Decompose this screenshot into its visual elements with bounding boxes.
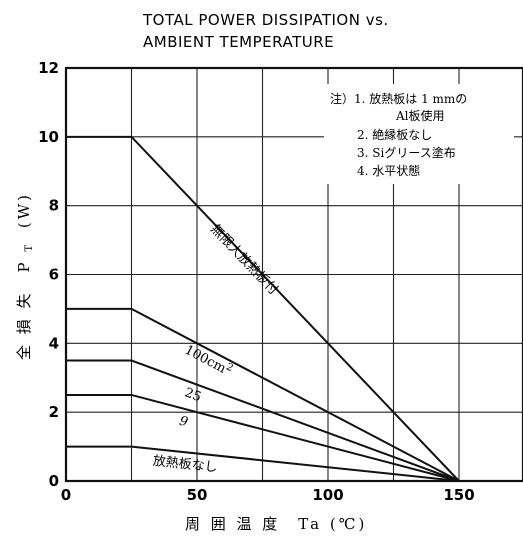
notes-background xyxy=(324,84,514,184)
tick-labels: 0 2 4 6 8 10 12 0 50 100 150 xyxy=(38,59,475,504)
note-line-4: 3. Siグリース塗布 xyxy=(357,145,456,160)
series-label-no-heatsink: 放熱板なし xyxy=(152,454,218,476)
x-tick-label: 150 xyxy=(443,486,474,504)
x-axis-label: 周 囲 温 度 Ta (℃) xyxy=(185,515,367,533)
chart-title-line-2: AMBIENT TEMPERATURE xyxy=(143,33,334,51)
series-line-3 xyxy=(66,393,460,482)
y-tick-label: 10 xyxy=(38,128,59,146)
y-axis-label: 全 損 失 P T (W) xyxy=(15,192,36,360)
y-tick-label: 4 xyxy=(49,334,59,352)
note-line-5: 4. 水平状態 xyxy=(357,163,420,178)
series-label-9: 9 xyxy=(178,414,190,431)
x-tick-label: 0 xyxy=(61,486,71,504)
series-line-4 xyxy=(66,445,460,482)
series-line-2 xyxy=(66,359,460,482)
y-tick-label: 2 xyxy=(49,403,59,421)
plot-frame xyxy=(64,66,523,483)
series-line-0 xyxy=(66,135,460,482)
series-label-infinite-heatsink: 無限大放熱板付 xyxy=(207,222,281,298)
y-axis-label-sub: T xyxy=(24,242,35,252)
y-tick-label: 6 xyxy=(49,266,59,284)
note-line-2: Al板使用 xyxy=(395,108,445,123)
series-label-25: 25 xyxy=(183,385,204,405)
series-label-100cm2: 100cm2 xyxy=(182,341,235,380)
y-tick-label: 0 xyxy=(49,472,59,490)
series-lines xyxy=(66,135,460,482)
note-line-3: 2. 絶縁板なし xyxy=(357,127,432,142)
chart-title-line-1: TOTAL POWER DISSIPATION vs. xyxy=(142,11,389,29)
note-line-1: 注）1. 放熱板は 1 mmの xyxy=(330,91,467,106)
series-line-1 xyxy=(66,307,460,482)
x-tick-label: 100 xyxy=(312,486,343,504)
y-axis-label-main: 全 損 失 P xyxy=(15,259,33,360)
y-tick-label: 8 xyxy=(49,197,59,215)
series-label-100cm2-sup: 2 xyxy=(224,362,235,375)
x-tick-label: 50 xyxy=(187,486,208,504)
notes: 注）1. 放熱板は 1 mmの Al板使用 2. 絶縁板なし 3. Siグリース… xyxy=(324,84,514,184)
y-tick-label: 12 xyxy=(38,59,59,77)
y-axis-label-unit: (W) xyxy=(15,192,33,228)
